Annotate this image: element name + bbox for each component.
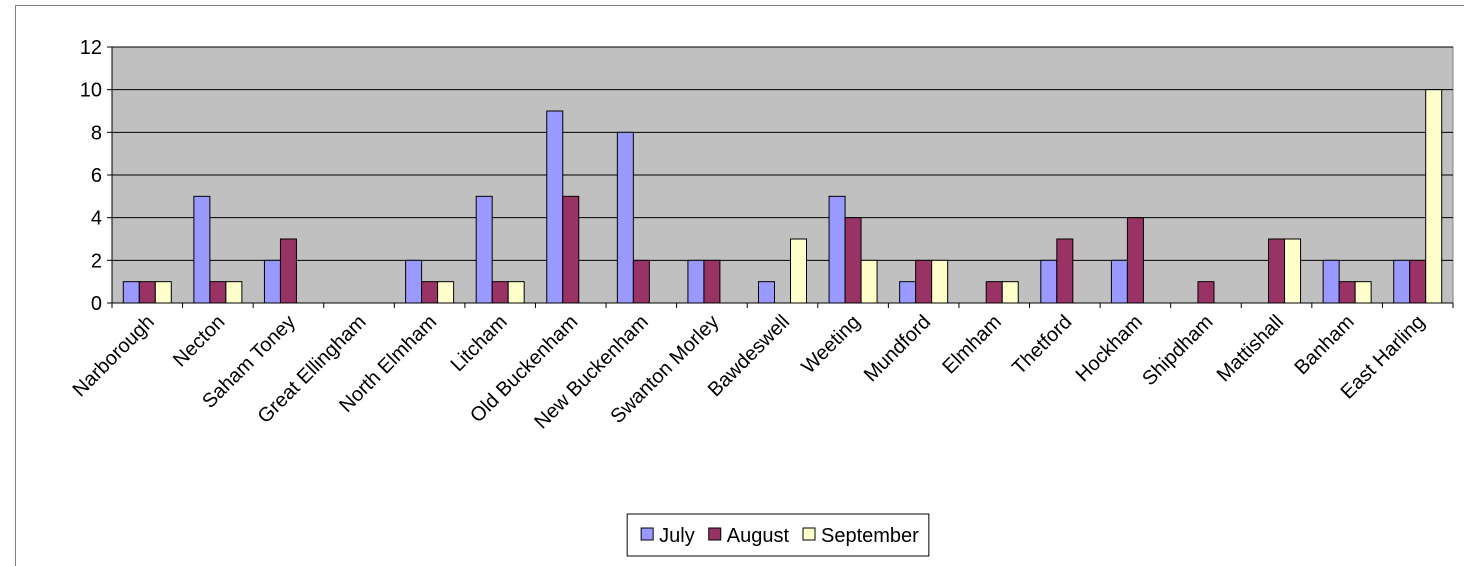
bar	[915, 259, 933, 304]
legend-swatch	[708, 527, 722, 541]
bar	[703, 259, 721, 304]
bar	[985, 281, 1003, 304]
y-tick-label: 8	[91, 122, 102, 144]
y-tick-label: 4	[91, 208, 102, 230]
bar	[154, 281, 172, 304]
bar	[437, 281, 455, 304]
bar	[279, 238, 297, 304]
bar	[1393, 259, 1411, 304]
legend-swatch	[640, 527, 654, 541]
y-tick-label: 2	[91, 250, 102, 272]
bar	[491, 281, 509, 304]
bar	[1001, 281, 1019, 304]
bar	[758, 281, 775, 304]
bar	[507, 281, 525, 304]
bar	[1409, 259, 1427, 304]
bar	[209, 281, 227, 304]
legend-label: August	[727, 525, 790, 547]
bar	[844, 217, 862, 304]
bar	[421, 281, 439, 304]
bar	[1284, 238, 1302, 304]
bar	[1338, 281, 1356, 304]
legend-box	[626, 513, 930, 557]
bar	[138, 281, 156, 304]
y-tick-label: 10	[80, 80, 102, 102]
bar	[860, 259, 878, 304]
bar	[899, 281, 917, 304]
bar	[1425, 89, 1443, 304]
bar	[263, 259, 281, 304]
bar	[1056, 238, 1074, 304]
bar	[1354, 281, 1372, 304]
legend-swatch	[802, 527, 816, 541]
bar	[225, 281, 243, 304]
bar	[828, 195, 846, 304]
legend-label: July	[659, 525, 695, 547]
bar	[193, 195, 211, 304]
bar	[790, 238, 807, 304]
y-tick-label: 12	[80, 37, 102, 59]
bar	[475, 195, 493, 304]
legend-label: September	[821, 525, 919, 547]
bar	[562, 195, 580, 304]
bar	[616, 131, 634, 304]
bar	[122, 281, 140, 304]
bar	[1268, 238, 1286, 304]
bar	[1322, 259, 1340, 304]
y-tick-label: 0	[91, 293, 102, 315]
bar	[687, 259, 705, 304]
bar	[405, 259, 423, 304]
bar	[931, 259, 949, 304]
bar	[546, 110, 564, 304]
bar	[1126, 217, 1144, 304]
bar	[1110, 259, 1128, 304]
bar	[1040, 259, 1058, 304]
bar	[632, 259, 650, 304]
bar	[1197, 281, 1215, 304]
y-tick-label: 6	[91, 165, 102, 187]
